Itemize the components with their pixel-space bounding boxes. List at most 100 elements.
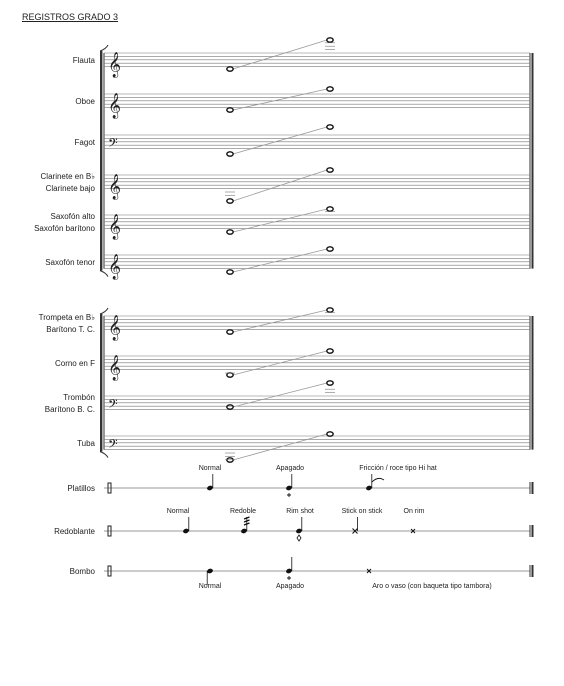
technique-label: On rim xyxy=(404,508,425,515)
whole-note xyxy=(326,206,334,212)
bass-clef-icon: 𝄢 xyxy=(108,398,118,415)
percussion-clef-icon xyxy=(107,565,112,577)
x-notehead xyxy=(366,568,372,574)
bracket-top-hook xyxy=(99,44,109,52)
range-glissando-line xyxy=(232,88,328,111)
treble-clef-icon: 𝄞 xyxy=(108,93,121,119)
instrument-label: Clarinete bajo xyxy=(46,184,96,193)
range-glissando-line xyxy=(232,309,328,333)
whole-note xyxy=(326,307,334,313)
range-glissando-line xyxy=(232,382,328,408)
notehead xyxy=(286,485,292,491)
let-ring-tie-icon xyxy=(371,477,385,483)
group-bracket xyxy=(100,314,103,452)
treble-clef-icon: 𝄞 xyxy=(108,254,121,280)
whole-note xyxy=(326,167,334,173)
percussion-note xyxy=(366,474,385,491)
percussion-note xyxy=(241,516,250,534)
group-bracket xyxy=(100,51,103,271)
range-glissando-line xyxy=(232,248,328,273)
whole-note xyxy=(326,348,334,354)
whole-note xyxy=(226,66,234,72)
muted-plus-icon xyxy=(287,493,291,497)
whole-note xyxy=(326,380,334,386)
whole-note xyxy=(326,86,334,92)
treble-clef-icon: 𝄞 xyxy=(108,214,121,240)
staff-group-metales: Trompeta en B♭ Barítono T. C. 𝄞 Corno en F 𝄞… xyxy=(39,307,534,463)
whole-note xyxy=(226,229,234,235)
instrument-label: Trompeta en B♭ xyxy=(39,313,96,322)
instrument-label: Trombón xyxy=(63,393,95,402)
bracket-top-hook xyxy=(99,307,109,315)
notehead xyxy=(207,485,213,491)
percussion-note xyxy=(366,568,372,574)
staff: Saxofón tenor 𝄞 xyxy=(45,246,530,280)
bracket-bottom-hook xyxy=(99,451,109,458)
rim-shot-icon xyxy=(296,534,302,542)
whole-note xyxy=(326,246,334,252)
staff: Flauta 𝄞 xyxy=(73,37,530,78)
instrument-label: Bombo xyxy=(70,567,96,576)
staff: Corno en F 𝄞 xyxy=(55,348,530,381)
instrument-label: Saxofón barítono xyxy=(34,224,95,233)
whole-note xyxy=(226,404,234,410)
notehead xyxy=(183,528,189,534)
technique-label: Normal xyxy=(199,465,222,472)
instrument-label: Platillos xyxy=(67,484,95,493)
technique-label: Redoble xyxy=(230,508,256,515)
percussion-note xyxy=(286,557,293,580)
treble-clef-icon: 𝄞 xyxy=(108,174,121,200)
instrument-label: Oboe xyxy=(75,97,95,106)
range-glissando-line xyxy=(232,169,328,202)
instrument-label: Redoblante xyxy=(54,527,95,536)
bass-clef-icon: 𝄢 xyxy=(108,438,118,455)
percussion-note xyxy=(296,517,303,542)
staff: Fagot 𝄢 xyxy=(75,124,530,157)
x-notehead xyxy=(352,528,358,534)
instrument-label: Barítono B. C. xyxy=(45,405,95,414)
roll-tremolo-icon xyxy=(243,516,250,520)
percussion-note xyxy=(183,517,190,534)
whole-note xyxy=(326,37,334,43)
instrument-label: Flauta xyxy=(73,56,96,65)
whole-note xyxy=(326,124,334,130)
muted-plus-icon xyxy=(287,576,291,580)
notehead xyxy=(241,528,247,534)
percussion-note xyxy=(207,474,214,491)
whole-note xyxy=(226,269,234,275)
percussion-note xyxy=(286,474,293,497)
roll-tremolo-icon xyxy=(243,522,250,526)
technique-label: Stick on stick xyxy=(342,508,383,515)
percussion-note xyxy=(206,568,213,585)
technique-label: Rim shot xyxy=(286,508,314,515)
technique-label: Apagado xyxy=(276,465,304,472)
staff-systems: Flauta 𝄞Oboe 𝄞Fagot 𝄢Clarinete en B♭Clarine… xyxy=(34,37,534,463)
document-title: REGISTROS GRADO 3 xyxy=(22,12,119,22)
whole-note xyxy=(226,372,234,378)
percussion-note xyxy=(352,517,358,534)
notehead xyxy=(286,568,292,574)
whole-note xyxy=(226,107,234,113)
treble-clef-icon: 𝄞 xyxy=(108,355,121,381)
instrument-label: Saxofón tenor xyxy=(45,258,95,267)
treble-clef-icon: 𝄞 xyxy=(108,52,121,78)
staff: Trompeta en B♭ Barítono T. C. 𝄞 xyxy=(39,307,530,341)
instrument-label: Fagot xyxy=(75,138,96,147)
staff: Oboe 𝄞 xyxy=(75,86,530,119)
bass-clef-icon: 𝄢 xyxy=(108,137,118,154)
x-notehead xyxy=(410,528,416,534)
range-glissando-line xyxy=(232,39,328,70)
whole-note xyxy=(226,151,234,157)
instrument-label: Tuba xyxy=(77,439,95,448)
range-glissando-line xyxy=(232,208,328,233)
range-glissando-line xyxy=(232,433,328,461)
technique-label: Apagado xyxy=(276,583,304,590)
notehead xyxy=(366,485,372,491)
percussion-note xyxy=(410,528,416,534)
treble-clef-icon: 𝄞 xyxy=(108,315,121,341)
whole-note xyxy=(226,329,234,335)
instrument-label: Corno en F xyxy=(55,359,95,368)
staff: Trombón Barítono B. C. 𝄢 xyxy=(45,380,530,415)
staff: Saxofón alto Saxofón barítono 𝄞 xyxy=(34,206,530,240)
